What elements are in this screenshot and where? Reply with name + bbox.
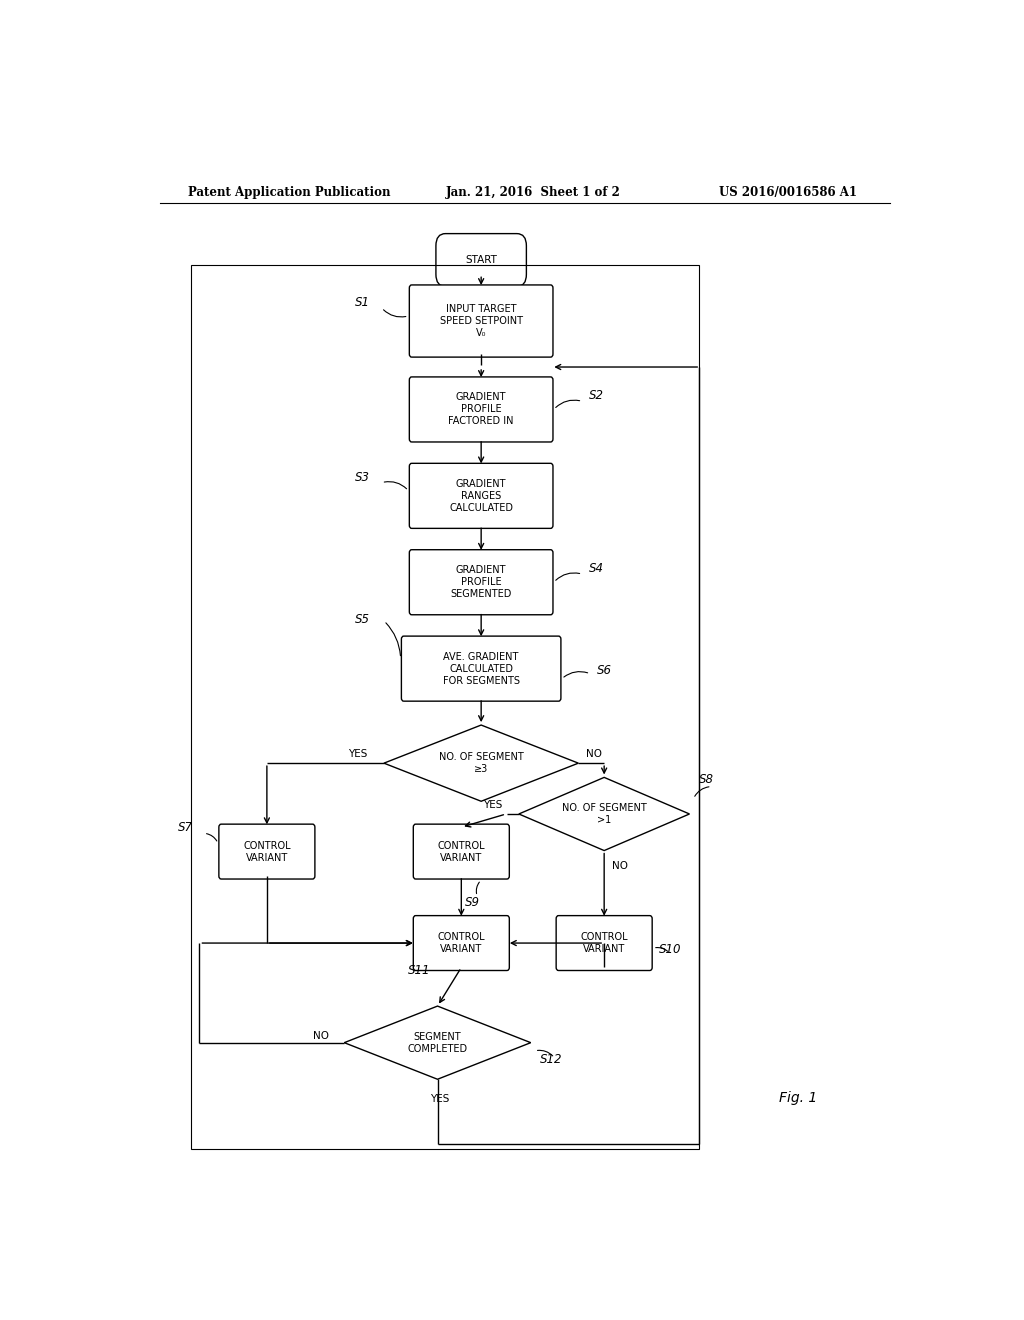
Text: GRADIENT
PROFILE
FACTORED IN: GRADIENT PROFILE FACTORED IN [449, 392, 514, 426]
Text: GRADIENT
PROFILE
SEGMENTED: GRADIENT PROFILE SEGMENTED [451, 565, 512, 599]
FancyBboxPatch shape [410, 378, 553, 442]
Text: START: START [465, 255, 497, 265]
FancyBboxPatch shape [401, 636, 561, 701]
Text: Fig. 1: Fig. 1 [778, 1090, 817, 1105]
FancyBboxPatch shape [219, 824, 315, 879]
FancyBboxPatch shape [414, 824, 509, 879]
Bar [191, 265, 699, 1150]
Text: CONTROL
VARIANT: CONTROL VARIANT [581, 932, 628, 954]
Polygon shape [384, 725, 579, 801]
Text: S1: S1 [354, 296, 370, 309]
Text: AVE. GRADIENT
CALCULATED
FOR SEGMENTS: AVE. GRADIENT CALCULATED FOR SEGMENTS [442, 652, 519, 685]
Polygon shape [519, 777, 689, 850]
Text: GRADIENT
RANGES
CALCULATED: GRADIENT RANGES CALCULATED [450, 479, 513, 513]
FancyBboxPatch shape [410, 549, 553, 615]
Polygon shape [344, 1006, 530, 1080]
FancyBboxPatch shape [410, 463, 553, 528]
Text: CONTROL
VARIANT: CONTROL VARIANT [243, 841, 291, 862]
Text: S11: S11 [408, 964, 430, 977]
FancyBboxPatch shape [414, 916, 509, 970]
Text: S3: S3 [354, 471, 370, 483]
Text: S12: S12 [541, 1053, 563, 1067]
Text: NO. OF SEGMENT
≥3: NO. OF SEGMENT ≥3 [438, 752, 523, 774]
Text: S4: S4 [589, 562, 604, 576]
Text: NO: NO [612, 861, 628, 871]
Text: Patent Application Publication: Patent Application Publication [187, 186, 390, 199]
Text: Jan. 21, 2016  Sheet 1 of 2: Jan. 21, 2016 Sheet 1 of 2 [445, 186, 621, 199]
FancyBboxPatch shape [556, 916, 652, 970]
Text: S5: S5 [354, 612, 370, 626]
Text: YES: YES [483, 800, 503, 810]
Text: S7: S7 [177, 821, 193, 834]
Text: S8: S8 [699, 774, 714, 787]
Text: S2: S2 [589, 389, 604, 403]
FancyBboxPatch shape [436, 234, 526, 286]
Text: YES: YES [430, 1093, 449, 1104]
Text: NO. OF SEGMENT
>1: NO. OF SEGMENT >1 [562, 803, 646, 825]
Text: S6: S6 [597, 664, 611, 677]
Text: S9: S9 [465, 896, 480, 909]
Text: YES: YES [348, 748, 368, 759]
Text: S10: S10 [659, 944, 682, 956]
Text: NO: NO [312, 1031, 329, 1040]
Text: NO: NO [587, 748, 602, 759]
Text: CONTROL
VARIANT: CONTROL VARIANT [437, 841, 485, 862]
FancyBboxPatch shape [410, 285, 553, 358]
Text: INPUT TARGET
SPEED SETPOINT
V₀: INPUT TARGET SPEED SETPOINT V₀ [439, 304, 522, 338]
Text: CONTROL
VARIANT: CONTROL VARIANT [437, 932, 485, 954]
Text: US 2016/0016586 A1: US 2016/0016586 A1 [719, 186, 857, 199]
Text: SEGMENT
COMPLETED: SEGMENT COMPLETED [408, 1032, 468, 1053]
